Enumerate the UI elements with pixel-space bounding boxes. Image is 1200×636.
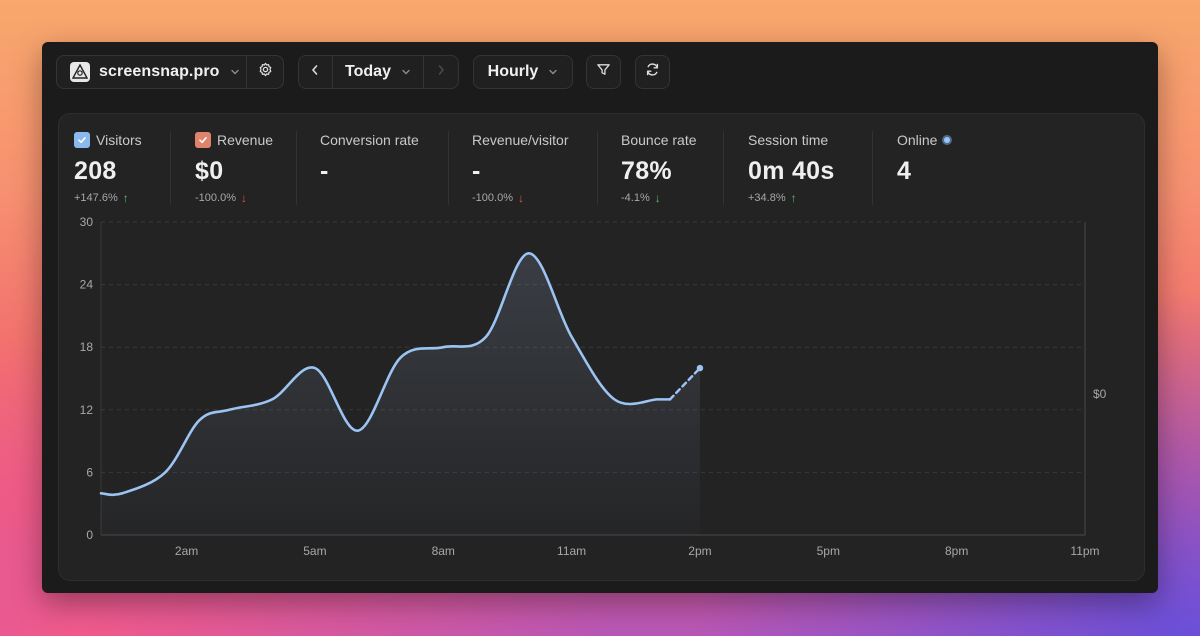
metric-value: 208 xyxy=(74,157,117,185)
metric-value: $0 xyxy=(195,157,224,185)
chevron-right-icon xyxy=(436,63,446,81)
metric-divider xyxy=(723,131,724,205)
metric-label: Session time xyxy=(748,132,829,148)
metric-bounce-rate[interactable]: Bounce rate 78% -4.1% ↓ xyxy=(621,131,697,205)
arrow-down-icon: ↓ xyxy=(517,191,524,205)
x-tick-label: 5am xyxy=(303,544,326,558)
y-tick-label: 18 xyxy=(80,340,94,354)
metric-divider xyxy=(296,131,297,205)
visitors-area xyxy=(101,253,700,536)
gear-icon xyxy=(258,62,273,82)
x-tick-label: 11pm xyxy=(1070,544,1099,558)
y-tick-label: 12 xyxy=(80,403,94,417)
metric-value: 78% xyxy=(621,157,672,185)
metric-delta: -100.0% xyxy=(195,192,236,204)
granularity-selector[interactable]: Hourly xyxy=(473,55,573,89)
chevron-left-icon xyxy=(310,63,320,81)
metric-divider xyxy=(448,131,449,205)
visitors-line xyxy=(99,252,672,497)
metric-label: Revenue/visitor xyxy=(472,132,569,148)
site-selector-group: screensnap.pro xyxy=(56,55,284,89)
arrow-up-icon: ↑ xyxy=(790,191,797,205)
metric-delta: +147.6% xyxy=(74,192,118,204)
metric-session-time[interactable]: Session time 0m 40s +34.8% ↑ xyxy=(748,131,835,205)
site-logo-icon xyxy=(70,62,90,82)
visitors-current-point xyxy=(696,364,704,372)
metric-delta: +34.8% xyxy=(748,192,786,204)
metric-delta: -4.1% xyxy=(621,192,650,204)
revenue-axis-label: $0 xyxy=(1093,387,1107,401)
date-range-selector[interactable]: Today xyxy=(333,56,425,88)
refresh-icon xyxy=(645,62,660,82)
next-period-button[interactable] xyxy=(424,56,458,88)
granularity-label: Hourly xyxy=(487,63,539,80)
arrow-down-icon: ↓ xyxy=(654,191,661,205)
y-tick-label: 24 xyxy=(80,278,94,292)
visitors-checkbox[interactable] xyxy=(74,132,90,148)
metric-label: Visitors xyxy=(96,132,142,148)
revenue-checkbox[interactable] xyxy=(195,132,211,148)
metric-value: 0m 40s xyxy=(748,157,835,185)
metric-divider xyxy=(872,131,873,205)
y-tick-label: 30 xyxy=(80,215,94,229)
site-settings-button[interactable] xyxy=(247,56,283,88)
metric-label: Revenue xyxy=(217,132,274,148)
metric-revenue[interactable]: Revenue $0 -100.0% ↓ xyxy=(195,131,273,205)
x-tick-label: 2pm xyxy=(688,544,711,558)
metric-value: - xyxy=(472,157,481,185)
metric-divider xyxy=(597,131,598,205)
refresh-button[interactable] xyxy=(635,55,670,89)
filter-button[interactable] xyxy=(586,55,621,89)
date-range-label: Today xyxy=(345,63,391,80)
arrow-down-icon: ↓ xyxy=(240,191,247,205)
x-tick-label: 8pm xyxy=(945,544,968,558)
x-tick-label: 2am xyxy=(175,544,198,558)
previous-period-button[interactable] xyxy=(299,56,333,88)
site-name: screensnap.pro xyxy=(99,63,220,80)
filter-icon xyxy=(596,62,611,82)
metric-value: - xyxy=(320,157,329,185)
metric-label: Bounce rate xyxy=(621,132,697,148)
y-tick-label: 6 xyxy=(86,465,93,479)
metric-visitors[interactable]: Visitors 208 +147.6% ↑ xyxy=(74,131,142,205)
metric-value: 4 xyxy=(897,157,912,185)
metric-label: Conversion rate xyxy=(320,132,419,148)
chevron-down-icon xyxy=(230,67,240,77)
metric-delta: -100.0% xyxy=(472,192,513,204)
chevron-down-icon xyxy=(401,67,411,77)
x-tick-label: 8am xyxy=(432,544,455,558)
date-range-group: Today xyxy=(298,55,459,89)
metric-conversion-rate[interactable]: Conversion rate - xyxy=(320,131,419,186)
metric-online[interactable]: Online 4 xyxy=(897,131,953,186)
y-tick-label: 0 xyxy=(86,528,93,542)
x-tick-label: 5pm xyxy=(817,544,840,558)
visitors-projection-line xyxy=(668,366,702,401)
metric-divider xyxy=(170,131,171,205)
x-tick-label: 11am xyxy=(557,544,586,558)
arrow-up-icon: ↑ xyxy=(122,191,129,205)
metric-label: Online xyxy=(897,132,938,148)
metric-revenue-per-visitor[interactable]: Revenue/visitor - -100.0% ↓ xyxy=(472,131,569,205)
chevron-down-icon xyxy=(548,67,558,77)
site-selector[interactable]: screensnap.pro xyxy=(57,56,248,88)
online-indicator-icon xyxy=(942,135,953,145)
